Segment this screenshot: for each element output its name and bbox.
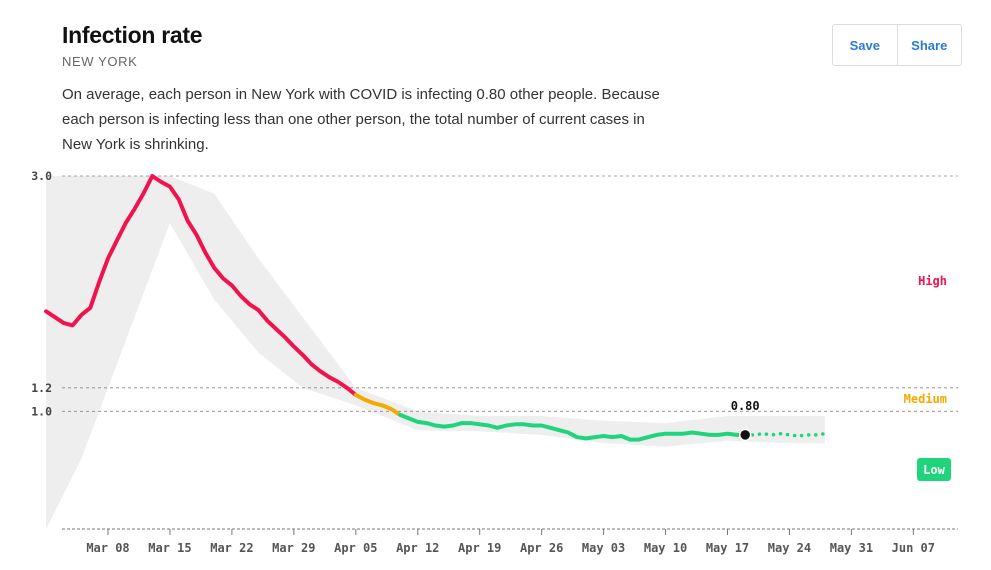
x-tick-label: Mar 15 bbox=[148, 541, 191, 555]
zone-label-high: High bbox=[918, 274, 947, 288]
zone-badge-low bbox=[917, 458, 951, 481]
zone-label-medium: Medium bbox=[904, 392, 947, 406]
x-tick-label: Apr 26 bbox=[520, 541, 563, 555]
action-button-group: Save Share bbox=[832, 24, 962, 66]
save-button[interactable]: Save bbox=[833, 25, 897, 65]
rt-line-segment bbox=[398, 412, 748, 442]
x-tick-label: Apr 05 bbox=[334, 541, 377, 555]
rt-line-segment bbox=[44, 174, 358, 397]
rt-projection-line bbox=[743, 431, 827, 438]
confidence-band bbox=[46, 176, 825, 529]
page-title: Infection rate bbox=[62, 22, 203, 48]
y-tick-label: 1.0 bbox=[31, 404, 52, 418]
y-tick-label: 3.0 bbox=[31, 169, 52, 183]
x-tick-label: Mar 29 bbox=[272, 541, 315, 555]
x-tick-label: Jun 07 bbox=[892, 541, 935, 555]
zone-label-backdrop bbox=[897, 390, 951, 407]
x-tick-label: Mar 08 bbox=[86, 541, 129, 555]
zone-label-low: Low bbox=[923, 463, 945, 477]
x-tick-label: May 03 bbox=[582, 541, 625, 555]
summary-text: On average, each person in New York with… bbox=[62, 86, 660, 153]
current-value-marker bbox=[738, 428, 752, 442]
share-button[interactable]: Share bbox=[896, 25, 962, 65]
region-subtitle: NEW YORK bbox=[62, 54, 138, 69]
x-tick-label: Apr 12 bbox=[396, 541, 439, 555]
current-value-label: 0.80 bbox=[731, 399, 760, 413]
rt-line-segment bbox=[353, 392, 403, 417]
x-tick-label: Apr 19 bbox=[458, 541, 501, 555]
x-tick-label: May 10 bbox=[644, 541, 687, 555]
x-tick-label: May 24 bbox=[768, 541, 811, 555]
y-tick-label: 1.2 bbox=[31, 381, 52, 395]
x-tick-label: May 17 bbox=[706, 541, 749, 555]
x-tick-label: May 31 bbox=[830, 541, 873, 555]
x-tick-label: Mar 22 bbox=[210, 541, 253, 555]
